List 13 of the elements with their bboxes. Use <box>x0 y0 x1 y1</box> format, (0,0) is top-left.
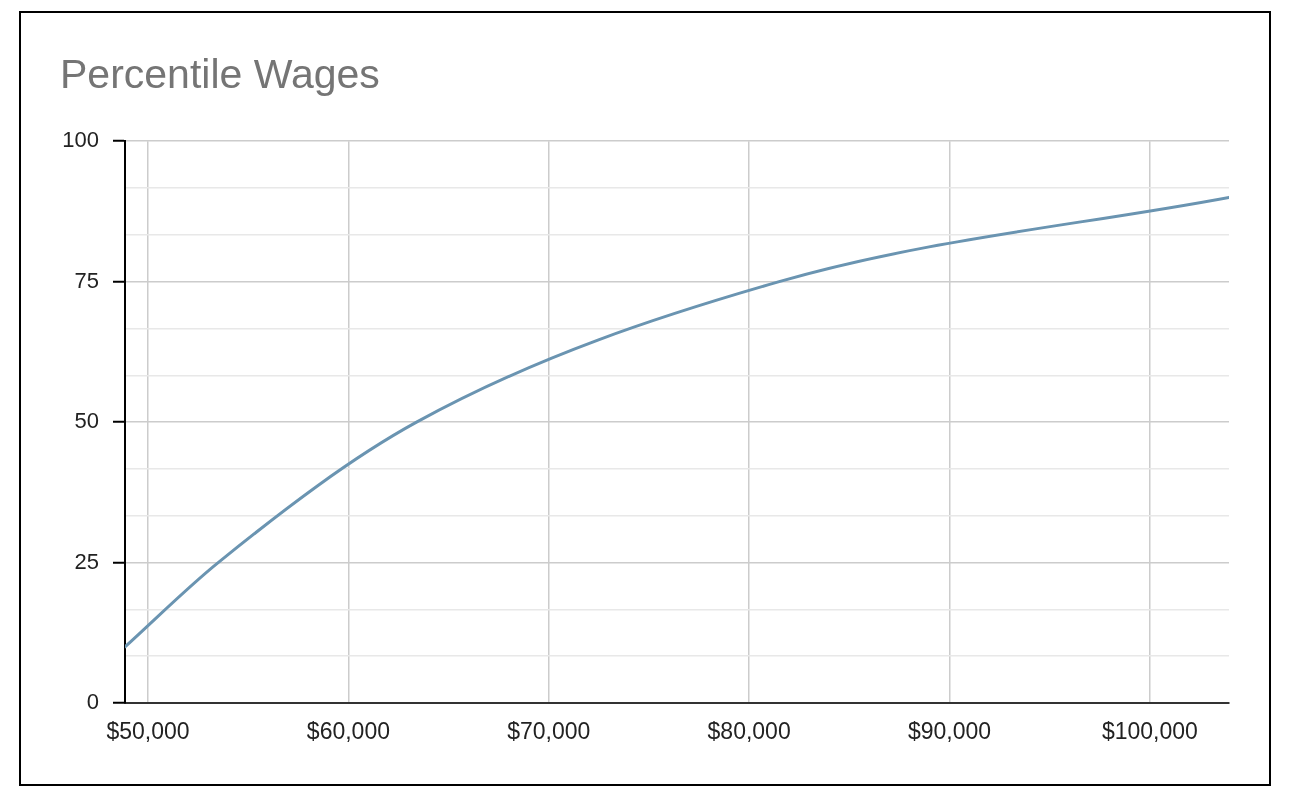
x-tick-label: $90,000 <box>907 718 992 745</box>
y-tick-label: 25 <box>74 548 99 574</box>
line-series <box>125 195 1229 649</box>
x-tick-label: $50,000 <box>106 718 190 745</box>
chart-title: Percentile Wages <box>60 50 380 97</box>
x-tick-label: $80,000 <box>707 718 791 745</box>
y-tick-label: 0 <box>86 689 99 715</box>
y-tick-label: 100 <box>62 127 99 153</box>
x-tick-label: $100,000 <box>1101 718 1198 745</box>
y-tick-label: 75 <box>74 267 99 293</box>
x-tick-label: $60,000 <box>306 718 390 745</box>
x-tick-label: $70,000 <box>507 718 591 745</box>
y-tick-label: 50 <box>74 408 99 434</box>
